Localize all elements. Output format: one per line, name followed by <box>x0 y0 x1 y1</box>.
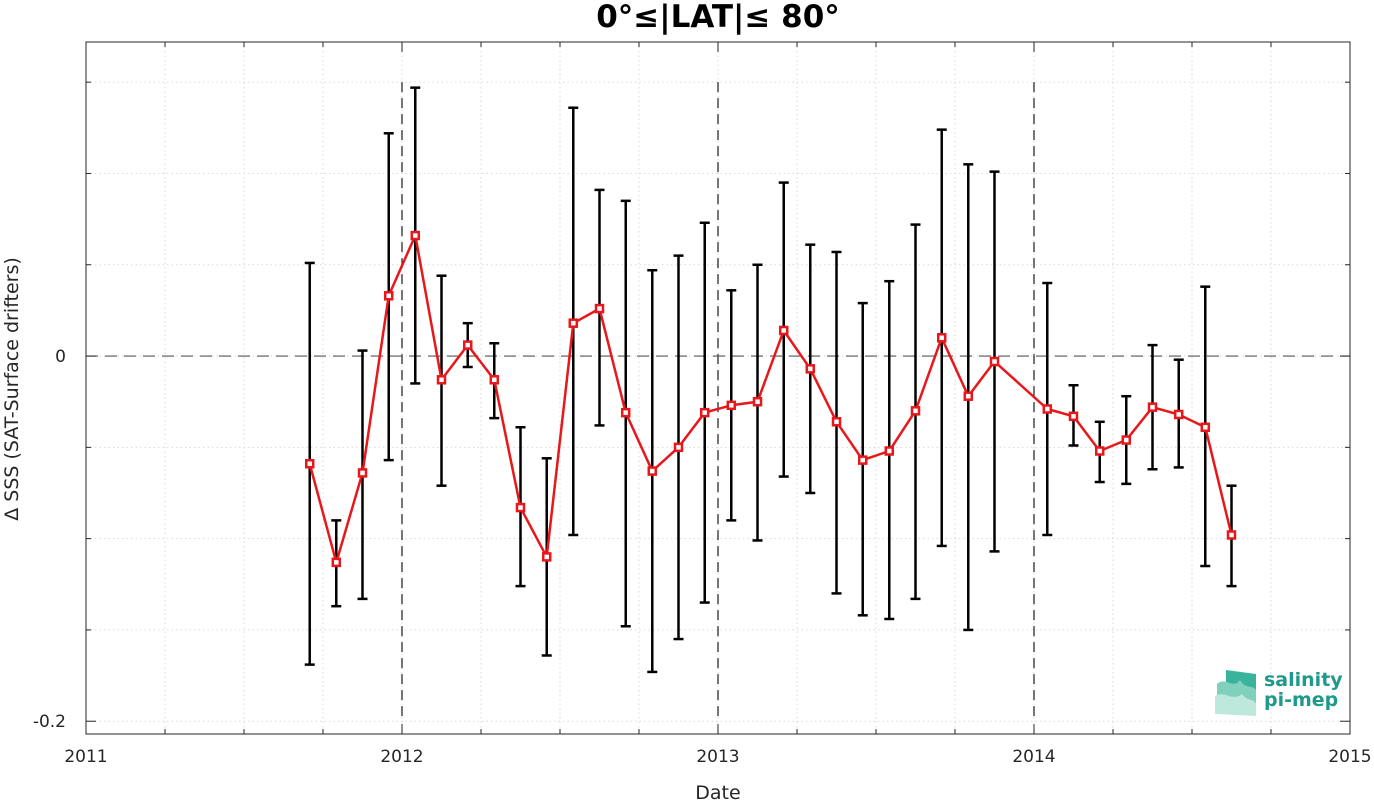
y-tick-label: -0.2 <box>33 712 66 732</box>
data-point <box>436 375 447 385</box>
data-point <box>462 340 473 350</box>
data-point <box>1068 411 1079 422</box>
data-point <box>594 303 605 314</box>
data-point <box>831 417 842 427</box>
logo-line2: pi-mep <box>1264 689 1338 711</box>
data-point <box>1094 446 1105 456</box>
data-point <box>541 552 552 562</box>
data-point <box>778 325 789 336</box>
salinity-pi-mep-logo: salinity pi-mep <box>1215 669 1343 716</box>
data-point <box>489 375 500 385</box>
x-tick-label: 2014 <box>1012 747 1055 767</box>
data-point <box>910 406 921 416</box>
x-tick-label: 2011 <box>64 747 107 767</box>
axes <box>85 41 1351 735</box>
data-point <box>1147 402 1158 412</box>
data-point <box>304 459 315 469</box>
data-point <box>936 333 947 343</box>
x-axis-label: Date <box>695 782 740 801</box>
logo-line1: salinity <box>1264 669 1343 691</box>
data-point <box>884 446 895 456</box>
data-point <box>857 455 868 465</box>
data-point <box>1121 435 1132 445</box>
data-point <box>357 468 368 478</box>
data-point <box>726 400 737 411</box>
data-point <box>752 396 763 407</box>
data-point <box>1226 530 1237 540</box>
data-point <box>383 291 394 301</box>
data-point <box>410 230 421 241</box>
data-point <box>515 502 526 513</box>
data-point <box>673 442 684 453</box>
x-tick-label: 2015 <box>1328 747 1371 767</box>
wave-logo-icon <box>1215 670 1256 716</box>
x-tick-label: 2012 <box>380 747 423 767</box>
data-point <box>1042 404 1053 414</box>
data-point <box>989 356 1000 367</box>
data-point <box>1200 422 1211 433</box>
y-axis-label: Δ SSS (SAT-Surface drifters) <box>1 257 23 521</box>
y-tick-labels: -0.2 0 <box>33 347 66 732</box>
y-tick-label: 0 <box>55 347 66 367</box>
data-point <box>805 364 816 374</box>
data-point <box>1173 409 1184 420</box>
data-point <box>568 318 579 328</box>
data-point <box>647 466 658 476</box>
reference-lines <box>86 82 1350 722</box>
chart-title: 0°≤|LAT|≤ 80° <box>596 0 840 35</box>
data-point <box>963 391 974 401</box>
data-point <box>699 407 710 418</box>
data-point <box>331 557 342 568</box>
series <box>304 230 1237 568</box>
x-tick-label: 2013 <box>696 747 739 767</box>
x-tick-labels: 2011 2012 2013 2014 2015 <box>64 747 1371 767</box>
data-point <box>620 407 631 418</box>
